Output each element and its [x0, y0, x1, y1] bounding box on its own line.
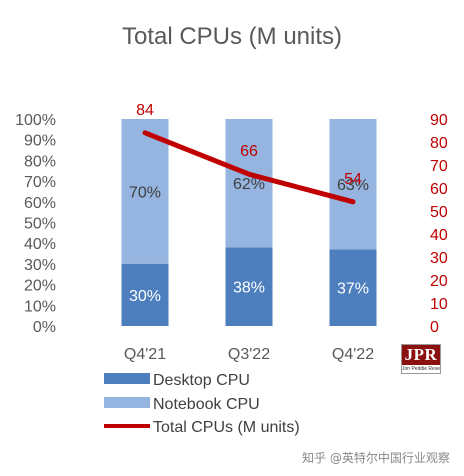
legend-label: Notebook CPU — [153, 396, 260, 413]
left-tick-label: 50% — [24, 216, 56, 233]
left-tick-label: 70% — [24, 174, 56, 191]
total-cpus-label: 84 — [136, 102, 154, 119]
desktop-bar — [329, 249, 377, 326]
right-axis: 0 10 20 30 40 50 60 70 80 90 — [430, 112, 448, 336]
notebook-bar — [329, 119, 377, 250]
right-tick-label: 10 — [430, 296, 448, 313]
notebook-bar — [121, 119, 169, 264]
watermark: 知乎 @英特尔中国行业观察 — [302, 451, 450, 465]
left-tick-label: 40% — [24, 236, 56, 253]
jpr-logo: JPR Jon Peddie Research — [401, 344, 441, 374]
right-tick-label: 90 — [430, 112, 448, 129]
legend-label: Desktop CPU — [153, 372, 250, 389]
legend-swatch — [104, 373, 150, 384]
right-tick-label: 70 — [430, 158, 448, 175]
right-tick-label: 60 — [430, 181, 448, 198]
total-cpus-label: 54 — [344, 171, 362, 188]
notebook-bar-label: 63% — [337, 177, 369, 194]
notebook-bar — [225, 119, 273, 248]
desktop-bar-label: 30% — [129, 288, 161, 305]
left-tick-label: 80% — [24, 153, 56, 170]
x-axis: Q4'21 Q3'22 Q4'22 — [124, 346, 374, 363]
desktop-bar — [121, 263, 169, 326]
right-tick-label: 80 — [430, 135, 448, 152]
total-cpus-label: 66 — [240, 143, 258, 160]
total-line: 84 66 54 — [136, 102, 362, 205]
legend-swatch — [104, 397, 150, 408]
bars: 30% 70% 38% 62% 37% 63% — [121, 119, 377, 326]
right-tick-label: 20 — [430, 273, 448, 290]
right-tick-label: 50 — [430, 204, 448, 221]
chart-title: Total CPUs (M units) — [122, 23, 342, 50]
x-tick-label: Q4'21 — [124, 346, 166, 363]
legend-label: Total CPUs (M units) — [153, 419, 300, 436]
left-tick-label: 90% — [24, 133, 56, 150]
left-tick-label: 10% — [24, 298, 56, 315]
right-tick-label: 40 — [430, 227, 448, 244]
left-tick-label: 20% — [24, 278, 56, 295]
left-tick-label: 60% — [24, 195, 56, 212]
x-tick-label: Q3'22 — [228, 346, 270, 363]
desktop-bar-label: 37% — [337, 281, 369, 298]
logo-subtext: Jon Peddie Research — [402, 366, 440, 372]
desktop-bar-label: 38% — [233, 280, 265, 297]
right-tick-label: 0 — [430, 319, 439, 336]
notebook-bar-label: 62% — [233, 176, 265, 193]
right-tick-label: 30 — [430, 250, 448, 267]
total-cpus-line — [142, 130, 356, 205]
left-axis: 0% 10% 20% 30% 40% 50% 60% 70% 80% 90% 100% — [15, 112, 56, 336]
left-tick-label: 30% — [24, 257, 56, 274]
logo-text: JPR — [402, 345, 440, 365]
left-tick-label: 100% — [15, 112, 56, 129]
desktop-bar — [225, 247, 273, 326]
x-tick-label: Q4'22 — [332, 346, 374, 363]
left-tick-label: 0% — [33, 319, 56, 336]
legend: Desktop CPU Notebook CPU Total CPUs (M uni… — [104, 372, 300, 436]
notebook-bar-label: 70% — [129, 184, 161, 201]
